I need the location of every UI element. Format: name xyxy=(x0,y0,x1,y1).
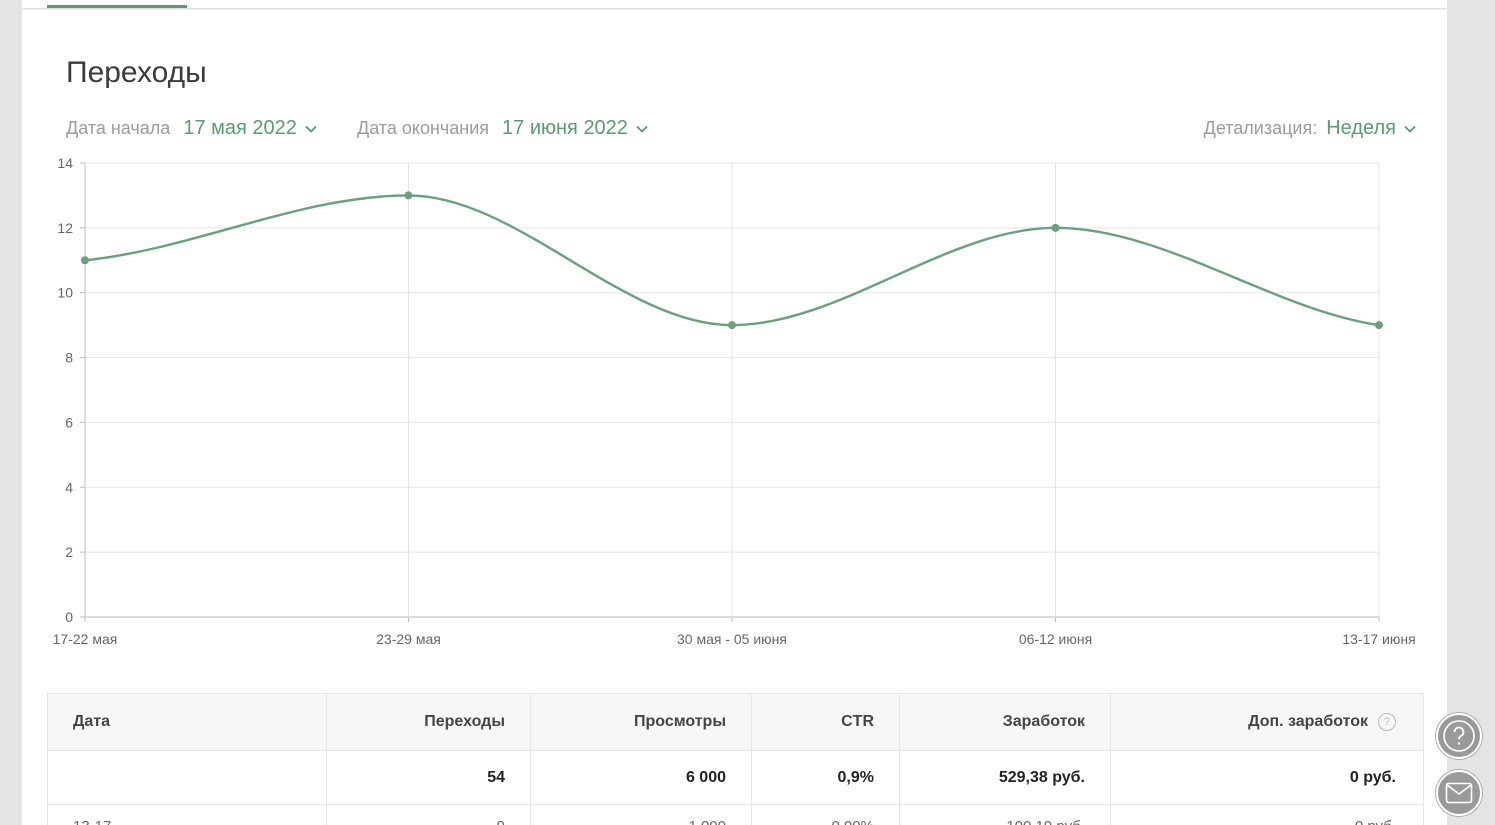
y-tick-label: 8 xyxy=(65,350,73,366)
tabs-bar xyxy=(22,0,1447,8)
x-tick-label: 30 мая - 05 июня xyxy=(677,631,787,647)
header-extra-earnings[interactable]: Доп. заработок ? xyxy=(1111,694,1421,750)
main-card: Переходы Дата начала 17 мая 2022 Дата ок… xyxy=(22,0,1447,825)
header-date[interactable]: Дата xyxy=(48,694,327,750)
chevron-down-icon xyxy=(1404,125,1416,133)
y-tick-label: 6 xyxy=(65,414,73,430)
x-tick-label: 17-22 мая xyxy=(53,631,118,647)
data-point xyxy=(81,256,89,265)
end-date-label: Дата окончания xyxy=(357,118,490,138)
y-tick-label: 14 xyxy=(57,155,73,171)
detail-dropdown[interactable]: Неделя xyxy=(1326,117,1417,140)
header-transitions[interactable]: Переходы xyxy=(327,694,531,750)
table-cell: 6 000 xyxy=(531,751,752,804)
table-cell: 0 руб. xyxy=(1111,805,1421,825)
end-date-value: 17 июня 2022 xyxy=(502,117,628,139)
help-button[interactable] xyxy=(1436,713,1482,759)
data-point xyxy=(1375,321,1383,330)
detail-filter: Детализация: Неделя xyxy=(1204,117,1417,140)
chevron-down-icon xyxy=(636,125,648,133)
transitions-line-chart: 0 2 4 6 8 10 12 14 17-22 мая 23-29 мая 30 мая - 05… xyxy=(53,155,1416,647)
header-earnings[interactable]: Заработок xyxy=(900,694,1111,750)
table-cell: 0 руб. xyxy=(1349,768,1396,786)
mail-button[interactable] xyxy=(1436,770,1482,816)
table-cell: 9 xyxy=(327,805,531,825)
page-title: Переходы xyxy=(66,56,207,89)
table-cell: 100,19 руб. xyxy=(900,805,1111,825)
table-cell xyxy=(48,751,327,804)
envelope-icon xyxy=(1445,782,1473,804)
detail-value: Неделя xyxy=(1326,117,1396,139)
end-date-filter: Дата окончания 17 июня 2022 xyxy=(357,117,649,140)
detail-label: Детализация: xyxy=(1203,118,1318,138)
table-cell: 1 000 xyxy=(531,805,752,825)
start-date-label: Дата начала xyxy=(66,118,171,138)
y-tick-label: 2 xyxy=(65,544,73,560)
table-cell: 13-17 xyxy=(48,805,327,825)
y-tick-label: 0 xyxy=(65,609,73,625)
table-row: 13-17 9 1 000 0,90% 100,19 руб. 0 руб. xyxy=(48,805,1423,825)
table-row-total: 54 6 000 0,9% 529,38 руб. 0 руб. xyxy=(48,751,1423,805)
active-tab-indicator xyxy=(47,5,187,8)
stats-table: Дата Переходы Просмотры CTR Заработок До… xyxy=(47,693,1424,825)
start-date-dropdown[interactable]: 17 мая 2022 xyxy=(183,117,318,140)
header-ctr[interactable]: CTR xyxy=(752,694,900,750)
start-date-value: 17 мая 2022 xyxy=(183,117,297,139)
end-date-dropdown[interactable]: 17 июня 2022 xyxy=(502,117,649,140)
data-point xyxy=(728,321,736,330)
table-cell: 0,9% xyxy=(752,751,900,804)
table-cell: 54 xyxy=(327,751,531,804)
header-views[interactable]: Просмотры xyxy=(531,694,752,750)
y-tick-label: 10 xyxy=(57,285,73,301)
y-tick-label: 12 xyxy=(57,220,73,236)
x-tick-label: 23-29 мая xyxy=(376,631,441,647)
header-extra-earnings-label: Доп. заработок xyxy=(1248,713,1368,730)
data-point xyxy=(404,191,413,200)
question-icon[interactable]: ? xyxy=(1378,713,1396,731)
x-tick-label: 06-12 июня xyxy=(1019,631,1092,647)
y-tick-label: 4 xyxy=(65,479,73,495)
chevron-down-icon xyxy=(305,125,317,133)
data-point xyxy=(1051,223,1060,232)
table-cell: 0,90% xyxy=(752,805,900,825)
question-circle-icon xyxy=(1443,720,1475,752)
start-date-filter: Дата начала 17 мая 2022 xyxy=(66,117,318,140)
table-header-row: Дата Переходы Просмотры CTR Заработок До… xyxy=(48,694,1423,751)
table-cell: 529,38 руб. xyxy=(900,751,1111,804)
x-tick-label: 13-17 июня xyxy=(1342,631,1415,647)
